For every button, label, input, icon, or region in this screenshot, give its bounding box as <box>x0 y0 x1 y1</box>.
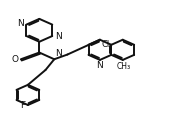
Text: F: F <box>20 101 25 110</box>
Text: Cl: Cl <box>101 40 110 49</box>
Text: O: O <box>12 55 19 64</box>
Text: N: N <box>55 49 62 58</box>
Text: N: N <box>96 61 103 70</box>
Text: CH₃: CH₃ <box>117 61 131 71</box>
Text: N: N <box>17 19 24 28</box>
Text: N: N <box>55 32 62 41</box>
